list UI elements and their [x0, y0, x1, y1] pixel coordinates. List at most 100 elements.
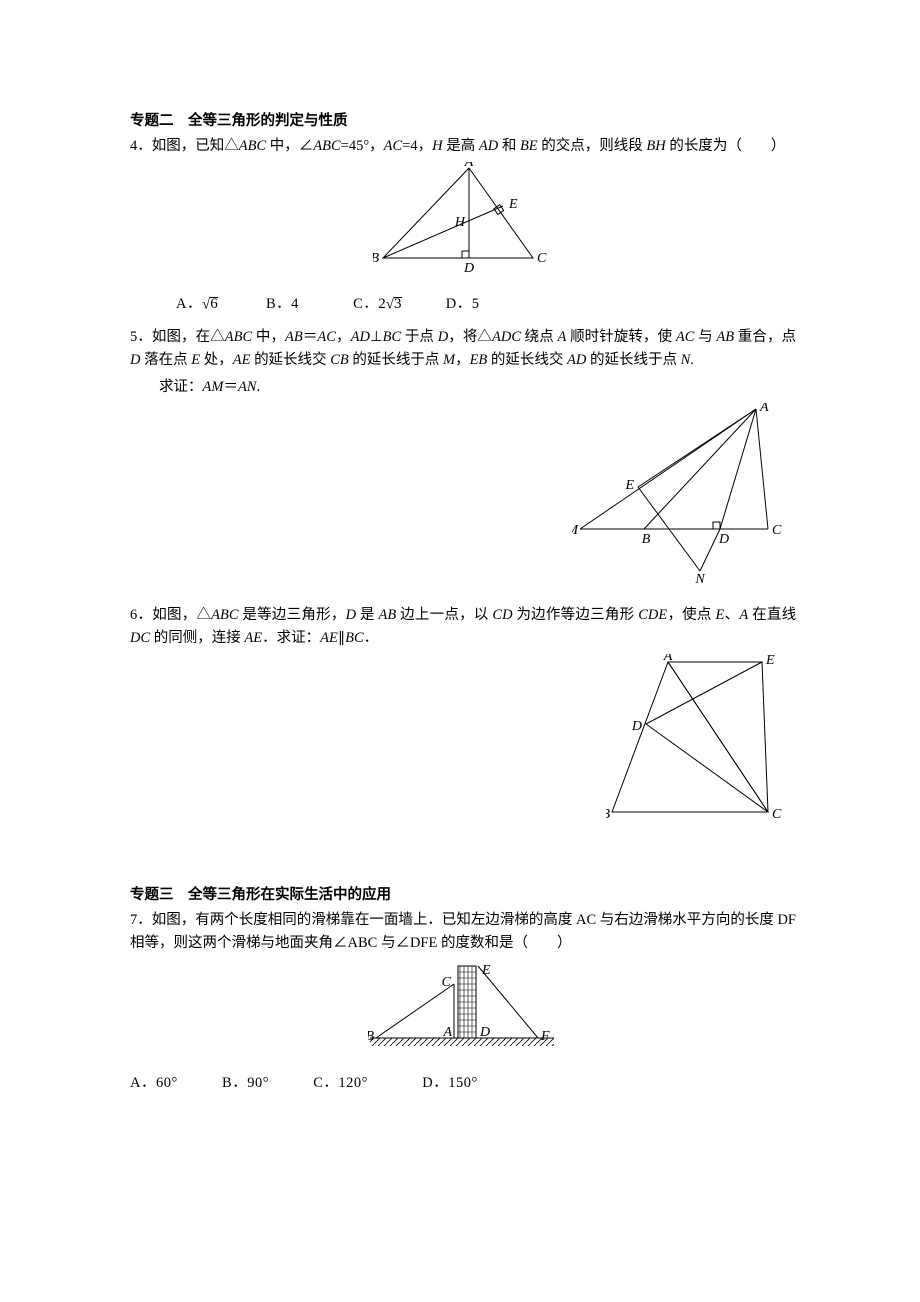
- svg-text:E: E: [508, 197, 518, 212]
- svg-text:C: C: [442, 975, 452, 990]
- p6-abc: ABC: [211, 607, 238, 623]
- p6-cde: CDE: [638, 607, 667, 623]
- svg-text:C: C: [772, 807, 782, 822]
- p5-l1d: 于点: [401, 329, 438, 345]
- p6-ae2: AE: [320, 630, 338, 646]
- svg-text:A: A: [759, 403, 769, 415]
- p5-an: AN: [238, 379, 257, 395]
- p4-tb: 中，∠: [266, 138, 313, 154]
- p6-cd: CD: [492, 607, 512, 623]
- p5-ad: AD: [351, 329, 370, 345]
- problem-7: 7．如图，有两个长度相同的滑梯靠在一面墙上．已知左边滑梯的高度 AC 与右边滑梯…: [130, 909, 796, 955]
- svg-text:E: E: [481, 963, 491, 978]
- p5-eq1: ＝: [303, 329, 318, 345]
- svg-text:F: F: [540, 1029, 550, 1044]
- p5-ac2: AC: [676, 329, 695, 345]
- p5-pva: 求证：: [159, 379, 203, 395]
- svg-text:B: B: [606, 807, 610, 822]
- p6-dc: DC: [130, 630, 150, 646]
- p4-td: =4，: [402, 138, 432, 154]
- p5-e: E: [191, 352, 200, 368]
- p5-pvb: .: [256, 379, 260, 395]
- p5-l1e: ，将△: [448, 329, 492, 345]
- p4-be: BE: [520, 138, 538, 154]
- p4-optC-math: 23: [378, 295, 401, 309]
- p7-l1: 7．如图，有两个长度相同的滑梯靠在一面墙上．已知左边滑梯的高度 AC 与右边滑梯…: [130, 912, 701, 928]
- p6-l1e: 为边作等边三角形: [513, 607, 639, 623]
- p4-abc: ABC: [239, 138, 266, 154]
- p6-l1d: 边上一点，以: [396, 607, 492, 623]
- svg-text:C: C: [537, 251, 547, 266]
- svg-text:D: D: [631, 719, 642, 734]
- p5-ad2: AD: [567, 352, 586, 368]
- problem-5: 5．如图，在△ABC 中，AB＝AC，AD⊥BC 于点 D，将△ADC 绕点 A…: [130, 326, 796, 372]
- p5-eb: EB: [470, 352, 488, 368]
- p4-tg: 的交点，则线段: [538, 138, 647, 154]
- p4-optC-label: C．: [353, 296, 378, 312]
- p5-abc: ABC: [225, 329, 252, 345]
- p7-optA: A．60°: [130, 1075, 178, 1091]
- p5-d2: D: [130, 352, 140, 368]
- svg-text:B: B: [373, 251, 379, 266]
- p5-l2e: 的延长线交: [250, 352, 330, 368]
- p5-l2g: ，: [455, 352, 470, 368]
- p4-ang: ABC: [313, 138, 340, 154]
- p4-tc: =45°，: [341, 138, 384, 154]
- svg-text:M: M: [572, 523, 579, 538]
- p6-l1b: 是等边三角形，: [239, 607, 346, 623]
- p5-l2c: 落在点: [140, 352, 191, 368]
- svg-text:D: D: [463, 261, 474, 276]
- p5-l1b: 中，: [252, 329, 285, 345]
- p6-a: A: [739, 607, 748, 623]
- p5-ae: AE: [233, 352, 251, 368]
- p6-par: ∥: [338, 630, 345, 646]
- p5-l2j: .: [690, 352, 694, 368]
- p5-cb: CB: [330, 352, 349, 368]
- p5-figure: A B C D E M N: [130, 403, 796, 595]
- p6-l2f: ．: [364, 630, 379, 646]
- p6-figure: A B C D E: [130, 654, 796, 838]
- p4-optD: D．5: [446, 296, 480, 312]
- p5-l2d: 处，: [200, 352, 233, 368]
- p6-ab: AB: [379, 607, 397, 623]
- section3-title: 专题三 全等三角形在实际生活中的应用: [130, 884, 796, 907]
- p5-m: M: [443, 352, 455, 368]
- p4-th: 的长度为（ ）: [666, 138, 786, 154]
- p5-prove: 求证：AM＝AN.: [130, 376, 796, 399]
- p5-ac: AC: [317, 329, 336, 345]
- p6-l2d: 的同侧，连接: [150, 630, 244, 646]
- p5-l2b: 重合，点: [734, 329, 796, 345]
- p5-l2f: 的延长线于点: [349, 352, 443, 368]
- svg-text:N: N: [694, 572, 705, 587]
- svg-text:H: H: [454, 215, 466, 230]
- p5-ab: AB: [285, 329, 303, 345]
- p5-ab2: AB: [716, 329, 734, 345]
- p5-eq2: ＝: [223, 379, 238, 395]
- problem-4: 4．如图，已知△ABC 中，∠ABC=45°，AC=4，H 是高 AD 和 BE…: [130, 135, 796, 158]
- p6-bc: BC: [345, 630, 364, 646]
- p4-optB: B．4: [266, 296, 299, 312]
- p5-adc: ADC: [492, 329, 521, 345]
- p7-figure: A B C D E F: [130, 960, 796, 1068]
- svg-text:D: D: [479, 1025, 490, 1040]
- p4-options: A．6 B．4 C．23 D．5: [176, 293, 796, 316]
- p5-perp: ⊥: [370, 329, 383, 345]
- p5-l2a: 与: [698, 329, 716, 345]
- svg-text:A: A: [663, 654, 673, 664]
- svg-text:B: B: [642, 532, 651, 547]
- p7-optC: C．120°: [313, 1075, 368, 1091]
- svg-text:D: D: [718, 532, 729, 547]
- p7-optB: B．90°: [222, 1075, 269, 1091]
- p6-l2e: ．求证：: [262, 630, 320, 646]
- p7-optD: D．150°: [422, 1075, 478, 1091]
- p6-ae: AE: [244, 630, 262, 646]
- p4-bh: BH: [646, 138, 665, 154]
- p5-n: N: [681, 352, 691, 368]
- problem-6: 6．如图，△ABC 是等边三角形，D 是 AB 边上一点，以 CD 为边作等边三…: [130, 604, 796, 650]
- p6-d: D: [346, 607, 356, 623]
- p5-l1g: 顺时针旋转，使: [566, 329, 675, 345]
- p4-h: H: [432, 138, 442, 154]
- p4-figure: A B C D E H: [130, 162, 796, 288]
- p6-l2c: 在直线: [748, 607, 796, 623]
- svg-text:A: A: [442, 1025, 452, 1040]
